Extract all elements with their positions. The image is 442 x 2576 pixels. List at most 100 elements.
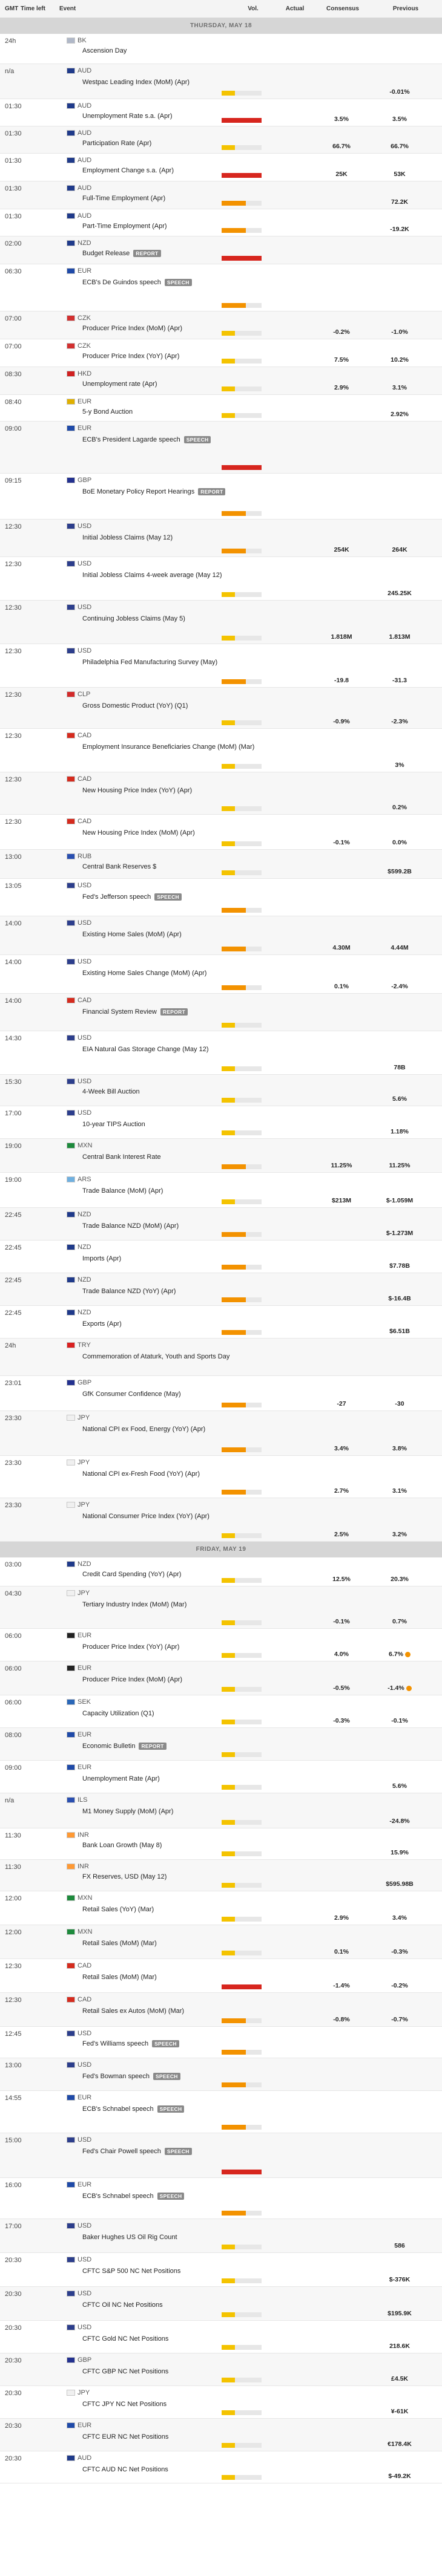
event-row[interactable]: 06:00 SEK Capacity Utilization (Q1) -0.3% -0… <box>0 1695 442 1728</box>
event-row[interactable]: 06:00 EUR Producer Price Index (YoY) (Apr)… <box>0 1629 442 1661</box>
event-name[interactable]: Initial Jobless Claims 4-week average (M… <box>82 572 222 579</box>
event-row[interactable]: 19:00 MXN Central Bank Interest Rate 11.25%… <box>0 1139 442 1173</box>
event-name[interactable]: BoE Monetary Policy Report Hearings <box>82 488 195 495</box>
event-row[interactable]: 06:30 EUR ECB's De Guindos speech SPEECH <box>0 264 442 311</box>
event-name[interactable]: New Housing Price Index (YoY) (Apr) <box>82 787 193 794</box>
event-name[interactable]: Retail Sales (YoY) (Mar) <box>82 1906 154 1913</box>
event-row[interactable]: 08:00 EUR Economic Bulletin REPORT <box>0 1728 442 1761</box>
event-row[interactable]: 12:30 CAD New Housing Price Index (YoY) (A… <box>0 772 442 815</box>
event-row[interactable]: 12:30 CAD Employment Insurance Beneficiari… <box>0 729 442 772</box>
event-row[interactable]: 06:00 EUR Producer Price Index (MoM) (Apr)… <box>0 1661 442 1695</box>
event-name[interactable]: Central Bank Interest Rate <box>82 1153 161 1161</box>
event-name[interactable]: Credit Card Spending (YoY) (Apr) <box>82 1571 182 1578</box>
event-name[interactable]: CFTC JPY NC Net Positions <box>82 2401 167 2408</box>
event-name[interactable]: ECB's Schnabel speech <box>82 2193 154 2200</box>
event-row[interactable]: n/a ILS M1 Money Supply (MoM) (Apr) -24.8% <box>0 1793 442 1828</box>
event-row[interactable]: 14:00 CAD Financial System Review REPORT <box>0 994 442 1031</box>
event-name[interactable]: Tertiary Industry Index (MoM) (Mar) <box>82 1601 187 1608</box>
event-row[interactable]: 13:00 RUB Central Bank Reserves $ $599.2B <box>0 850 442 879</box>
event-name[interactable]: Retail Sales (MoM) (Mar) <box>82 1940 157 1947</box>
event-row[interactable]: 20:30 AUD CFTC AUD NC Net Positions $-49.2K <box>0 2451 442 2483</box>
event-name[interactable]: Imports (Apr) <box>82 1255 122 1262</box>
event-name[interactable]: Commemoration of Ataturk, Youth and Spor… <box>82 1353 230 1360</box>
event-row[interactable]: 22:45 NZD Trade Balance NZD (MoM) (Apr) $-1… <box>0 1208 442 1241</box>
event-name[interactable]: 5-y Bond Auction <box>82 408 133 416</box>
event-name[interactable]: ECB's Schnabel speech <box>82 2105 154 2113</box>
event-name[interactable]: Economic Bulletin <box>82 1743 136 1750</box>
event-row[interactable]: 11:30 INR Bank Loan Growth (May 8) 15.9% <box>0 1828 442 1860</box>
event-name[interactable]: Unemployment Rate (Apr) <box>82 1775 160 1782</box>
header-time-left[interactable]: Time left <box>21 5 45 12</box>
event-row[interactable]: 12:45 USD Fed's Williams speech SPEECH <box>0 2027 442 2058</box>
event-row[interactable]: 20:30 EUR CFTC EUR NC Net Positions €178.4K <box>0 2419 442 2451</box>
event-row[interactable]: 22:45 NZD Exports (Apr) $6.51B <box>0 1306 442 1339</box>
event-row[interactable]: 12:30 CAD Retail Sales ex Autos (MoM) (Mar… <box>0 1993 442 2027</box>
event-name[interactable]: Retail Sales (MoM) (Mar) <box>82 1974 157 1981</box>
event-row[interactable]: 03:00 NZD Credit Card Spending (YoY) (Apr)… <box>0 1557 442 1586</box>
event-name[interactable]: Retail Sales ex Autos (MoM) (Mar) <box>82 2007 185 2015</box>
event-row[interactable]: 23:01 GBP GfK Consumer Confidence (May) -27… <box>0 1376 442 1411</box>
event-name[interactable]: Exports (Apr) <box>82 1320 122 1328</box>
event-row[interactable]: 08:40 EUR 5-y Bond Auction 2.92% <box>0 395 442 422</box>
event-name[interactable]: ECB's President Lagarde speech <box>82 436 180 443</box>
header-consensus[interactable]: Consensus <box>326 5 359 12</box>
event-name[interactable]: Continuing Jobless Claims (May 5) <box>82 615 185 622</box>
event-name[interactable]: 10-year TIPS Auction <box>82 1121 145 1128</box>
header-volatility[interactable]: Vol. <box>248 5 259 12</box>
revised-icon[interactable] <box>406 1685 412 1691</box>
event-row[interactable]: 20:30 USD CFTC S&P 500 NC Net Positions $-3… <box>0 2253 442 2287</box>
event-row[interactable]: 07:00 CZK Producer Price Index (YoY) (Apr)… <box>0 339 442 367</box>
event-row[interactable]: 12:30 USD Initial Jobless Claims 4-week av… <box>0 557 442 601</box>
event-row[interactable]: 09:15 GBP BoE Monetary Policy Report Heari… <box>0 474 442 520</box>
event-row[interactable]: 20:30 JPY CFTC JPY NC Net Positions ¥-61K <box>0 2386 442 2419</box>
event-row[interactable]: 14:55 EUR ECB's Schnabel speech SPEECH <box>0 2091 442 2133</box>
event-row[interactable]: 12:00 MXN Retail Sales (MoM) (Mar) 0.1% -0.3… <box>0 1925 442 1959</box>
event-row[interactable]: 01:30 AUD Employment Change s.a. (Apr) 25K 5… <box>0 154 442 181</box>
event-name[interactable]: Employment Change s.a. (Apr) <box>82 167 174 174</box>
event-name[interactable]: ECB's De Guindos speech <box>82 279 161 286</box>
event-name[interactable]: Producer Price Index (YoY) (Apr) <box>82 353 180 360</box>
event-row[interactable]: 14:00 USD Existing Home Sales Change (MoM)… <box>0 955 442 994</box>
event-name[interactable]: Unemployment Rate s.a. (Apr) <box>82 112 173 120</box>
event-name[interactable]: CFTC Gold NC Net Positions <box>82 2335 169 2343</box>
event-row[interactable]: 19:00 ARS Trade Balance (MoM) (Apr) $213M $-… <box>0 1173 442 1208</box>
event-row[interactable]: 16:00 EUR ECB's Schnabel speech SPEECH <box>0 2178 442 2219</box>
event-row[interactable]: 13:00 USD Fed's Bowman speech SPEECH <box>0 2058 442 2091</box>
event-name[interactable]: Full-Time Employment (Apr) <box>82 195 166 202</box>
event-name[interactable]: Fed's Bowman speech <box>82 2073 150 2080</box>
event-row[interactable]: 08:30 HKD Unemployment rate (Apr) 2.9% 3.1% <box>0 367 442 395</box>
event-name[interactable]: GfK Consumer Confidence (May) <box>82 1391 181 1398</box>
event-name[interactable]: FX Reserves, USD (May 12) <box>82 1873 167 1880</box>
event-name[interactable]: National CPI ex-Fresh Food (YoY) (Apr) <box>82 1470 200 1478</box>
event-row[interactable]: 11:30 INR FX Reserves, USD (May 12) $595.98… <box>0 1860 442 1891</box>
event-name[interactable]: Unemployment rate (Apr) <box>82 380 157 388</box>
event-name[interactable]: Philadelphia Fed Manufacturing Survey (M… <box>82 659 218 666</box>
header-previous[interactable]: Previous <box>392 5 419 12</box>
event-name[interactable]: Fed's Chair Powell speech <box>82 2148 161 2155</box>
event-row[interactable]: 14:30 USD EIA Natural Gas Storage Change (… <box>0 1031 442 1075</box>
event-row[interactable]: 09:00 EUR Unemployment Rate (Apr) 5.6% <box>0 1761 442 1793</box>
header-gmt[interactable]: GMT <box>5 5 19 12</box>
event-row[interactable]: 12:30 USD Continuing Jobless Claims (May 5… <box>0 601 442 644</box>
event-row[interactable]: 07:00 CZK Producer Price Index (MoM) (Apr)… <box>0 311 442 339</box>
event-row[interactable]: 01:30 AUD Full-Time Employment (Apr) 72.2K <box>0 181 442 209</box>
event-name[interactable]: Fed's Jefferson speech <box>82 893 151 901</box>
event-name[interactable]: Ascension Day <box>82 47 127 54</box>
event-row[interactable]: 17:00 USD Baker Hughes US Oil Rig Count 586 <box>0 2219 442 2253</box>
revised-icon[interactable] <box>404 1651 411 1657</box>
event-name[interactable]: EIA Natural Gas Storage Change (May 12) <box>82 1046 209 1053</box>
event-row[interactable]: 01:30 AUD Unemployment Rate s.a. (Apr) 3.5%… <box>0 99 442 126</box>
header-actual[interactable]: Actual <box>285 5 305 12</box>
event-name[interactable]: CFTC GBP NC Net Positions <box>82 2368 169 2375</box>
event-name[interactable]: Baker Hughes US Oil Rig Count <box>82 2234 177 2241</box>
event-row[interactable]: 22:45 NZD Trade Balance NZD (YoY) (Apr) $-1… <box>0 1273 442 1306</box>
event-name[interactable]: Trade Balance NZD (YoY) (Apr) <box>82 1288 176 1295</box>
event-row[interactable]: 12:30 CAD Retail Sales (MoM) (Mar) -1.4% -0.… <box>0 1959 442 1993</box>
event-name[interactable]: M1 Money Supply (MoM) (Apr) <box>82 1808 174 1815</box>
event-name[interactable]: Existing Home Sales (MoM) (Apr) <box>82 931 182 938</box>
event-row[interactable]: 02:00 NZD Budget Release REPORT <box>0 236 442 264</box>
event-name[interactable]: Trade Balance NZD (MoM) (Apr) <box>82 1222 179 1230</box>
event-row[interactable]: 01:30 AUD Participation Rate (Apr) 66.7% 66.… <box>0 126 442 154</box>
event-row[interactable]: 17:00 USD 10-year TIPS Auction 1.18% <box>0 1106 442 1139</box>
event-row[interactable]: 12:30 USD Philadelphia Fed Manufacturing S… <box>0 644 442 688</box>
